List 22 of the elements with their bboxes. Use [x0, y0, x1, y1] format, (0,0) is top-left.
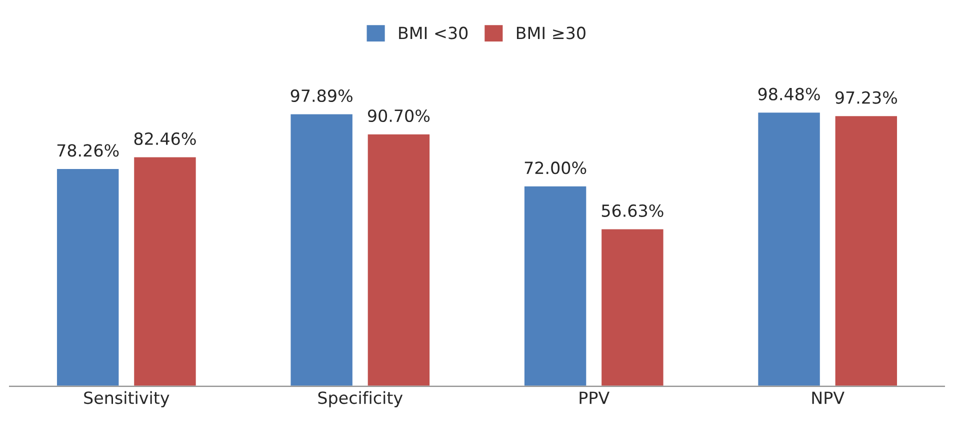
data-label: 98.48%: [758, 88, 820, 100]
x-tick-label: Specificity: [318, 391, 403, 408]
bar: [756, 111, 822, 386]
data-label: 97.89%: [290, 89, 352, 102]
bar: [600, 228, 665, 386]
bar: [523, 185, 588, 386]
data-label: 78.26%: [57, 144, 119, 157]
bar: [56, 168, 120, 386]
x-tick-label: NPV: [812, 392, 844, 404]
data-label: 56.63%: [602, 204, 664, 217]
data-label: 97.23%: [835, 91, 898, 104]
data-label: 90.70%: [368, 109, 430, 122]
x-tick-label: PPV: [580, 392, 610, 404]
bar: [834, 114, 898, 386]
data-label: 72.00%: [524, 162, 586, 174]
bar: [366, 132, 431, 386]
legend-label: BMI <30: [399, 26, 468, 40]
bar: [132, 156, 198, 386]
legend-label: BMI ≥30: [516, 26, 586, 40]
data-label: 82.46%: [134, 132, 196, 146]
bar: [289, 112, 354, 386]
x-tick-label: Sensitivity: [84, 391, 170, 408]
